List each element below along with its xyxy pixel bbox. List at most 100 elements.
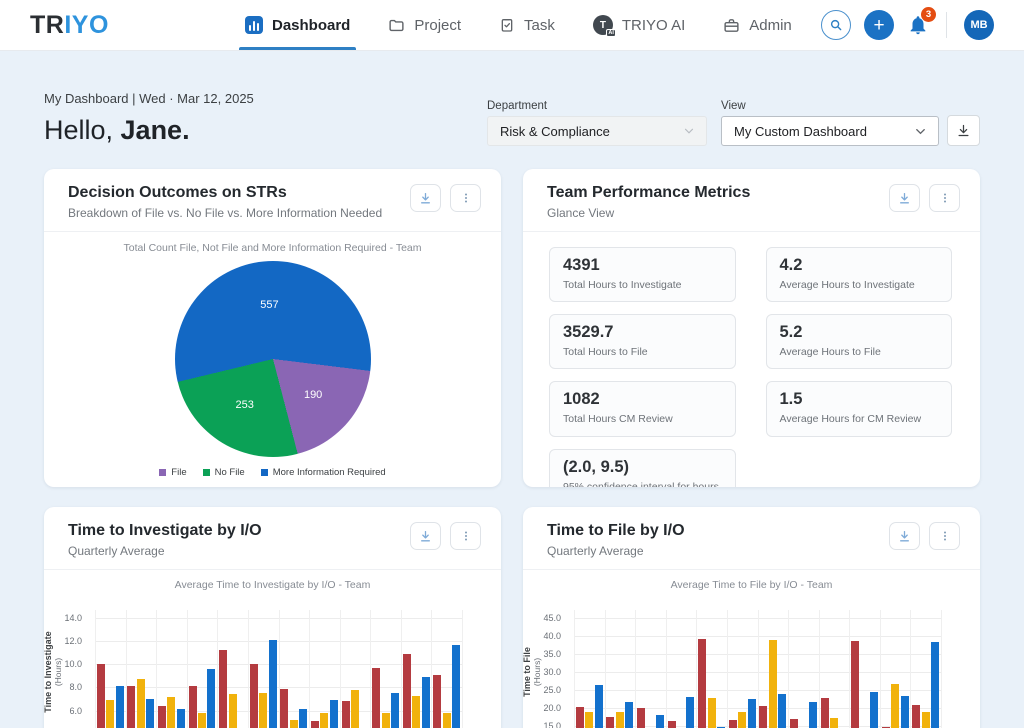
bar-yellow <box>167 697 175 728</box>
search-icon <box>829 18 843 32</box>
bar-red <box>912 705 920 728</box>
gridline <box>941 610 942 728</box>
kebab-menu-icon <box>939 530 951 542</box>
bar-red <box>668 721 676 728</box>
gridline <box>758 610 759 728</box>
download-dashboard-button[interactable] <box>947 115 980 146</box>
y-tick-label: 30.0 <box>523 667 567 677</box>
download-card-button[interactable] <box>889 522 920 550</box>
tab-admin[interactable]: Admin <box>723 0 792 50</box>
card-team-performance: Team Performance Metrics Glance View 439… <box>523 169 980 487</box>
user-avatar[interactable]: MB <box>964 10 994 40</box>
tab-task-label: Task <box>524 17 555 34</box>
y-tick-label: 10.0 <box>44 659 88 669</box>
y-tick-label: 8.0 <box>44 682 88 692</box>
department-select[interactable]: Risk & Compliance <box>487 116 707 146</box>
bar-yellow <box>830 718 838 728</box>
metric-value: 1.5 <box>780 390 939 409</box>
view-label: View <box>721 100 939 112</box>
pie-slice-label: 557 <box>260 299 278 311</box>
file-bar-chart[interactable]: Time to File (Hours) 45.040.035.030.025.… <box>523 596 980 728</box>
add-button[interactable]: + <box>864 10 894 40</box>
more-options-button[interactable] <box>929 522 960 550</box>
legend-item[interactable]: No File <box>203 467 245 478</box>
download-card-button[interactable] <box>889 184 920 212</box>
card-decision-outcomes: Decision Outcomes on STRs Breakdown of F… <box>44 169 501 487</box>
legend-item[interactable]: File <box>159 467 186 478</box>
download-card-button[interactable] <box>410 184 441 212</box>
bar-red <box>97 664 105 728</box>
pie-chart-title: Total Count File, Not File and More Info… <box>44 242 501 254</box>
investigate-bar-chart[interactable]: Time to Investigate (Hours) 14.012.010.0… <box>44 596 501 728</box>
legend-swatch <box>261 469 268 476</box>
gridline <box>95 610 96 728</box>
bar-blue <box>870 692 878 728</box>
bar-blue <box>269 640 277 728</box>
view-select[interactable]: My Custom Dashboard <box>721 116 939 146</box>
bar-blue <box>901 696 909 728</box>
gridline <box>696 610 697 728</box>
more-options-button[interactable] <box>450 522 481 550</box>
app-logo[interactable]: TRIYO <box>30 0 145 50</box>
y-tick-label: 20.0 <box>523 703 567 713</box>
metric-label: Average Hours to File <box>780 345 939 359</box>
gridline <box>126 610 127 728</box>
tab-dashboard[interactable]: Dashboard <box>245 0 350 50</box>
bar-chart-title: Average Time to File by I/O - Team <box>523 579 980 591</box>
bar-yellow <box>290 720 298 728</box>
card-title: Team Performance Metrics <box>547 184 750 202</box>
gridline <box>910 610 911 728</box>
tab-task[interactable]: Task <box>499 0 555 50</box>
pie-chart[interactable]: 190253557 <box>175 261 371 457</box>
bar-blue <box>207 669 215 728</box>
more-options-button[interactable] <box>929 184 960 212</box>
bar-yellow <box>229 694 237 728</box>
bar-blue <box>452 645 460 728</box>
notifications-button[interactable]: 3 <box>907 14 929 36</box>
bar-blue <box>116 686 124 728</box>
download-card-button[interactable] <box>410 522 441 550</box>
logo-text-blue: IYO <box>64 11 109 40</box>
more-options-button[interactable] <box>450 184 481 212</box>
briefcase-icon <box>723 17 740 34</box>
bar-red <box>433 675 441 728</box>
bar-yellow <box>708 698 716 728</box>
gridline <box>880 610 881 728</box>
bar-red <box>219 650 227 728</box>
download-icon <box>419 192 432 205</box>
metric-label: Average Hours for CM Review <box>780 412 939 426</box>
metric-value: 5.2 <box>780 323 939 342</box>
tab-triyo-ai[interactable]: T AI TRIYO AI <box>593 0 685 50</box>
y-tick-label: 45.0 <box>523 613 567 623</box>
search-button[interactable] <box>821 10 851 40</box>
metric-box: 1.5 Average Hours for CM Review <box>766 381 953 436</box>
legend-label: No File <box>215 467 245 478</box>
y-tick-label: 35.0 <box>523 649 567 659</box>
greeting-block: My Dashboard | Wed · Mar 12, 2025 Hello,… <box>44 91 254 146</box>
bar-red <box>189 686 197 728</box>
metric-label: Total Hours CM Review <box>563 412 722 426</box>
bar-red <box>403 654 411 728</box>
download-icon <box>419 530 432 543</box>
gridline <box>574 610 575 728</box>
bar-red <box>158 706 166 728</box>
department-control: Department Risk & Compliance <box>487 100 707 146</box>
bar-blue <box>778 694 786 728</box>
kebab-menu-icon <box>939 192 951 204</box>
card-subtitle: Breakdown of File vs. No File vs. More I… <box>68 206 382 220</box>
legend-item[interactable]: More Information Required <box>261 467 386 478</box>
bar-red <box>372 668 380 728</box>
legend-swatch <box>203 469 210 476</box>
top-nav-bar: TRIYO Dashboard Project Task T AI TRIYO … <box>0 0 1024 51</box>
card-subtitle: Glance View <box>547 206 750 220</box>
gridline <box>462 610 463 728</box>
metric-label: Total Hours to Investigate <box>563 278 722 292</box>
page-title: Hello, Jane. <box>44 115 254 146</box>
gridline <box>819 610 820 728</box>
kebab-menu-icon <box>460 530 472 542</box>
bar-yellow <box>891 684 899 728</box>
gridline <box>849 610 850 728</box>
bar-yellow <box>769 640 777 728</box>
bar-yellow <box>412 696 420 728</box>
tab-project[interactable]: Project <box>388 0 461 50</box>
